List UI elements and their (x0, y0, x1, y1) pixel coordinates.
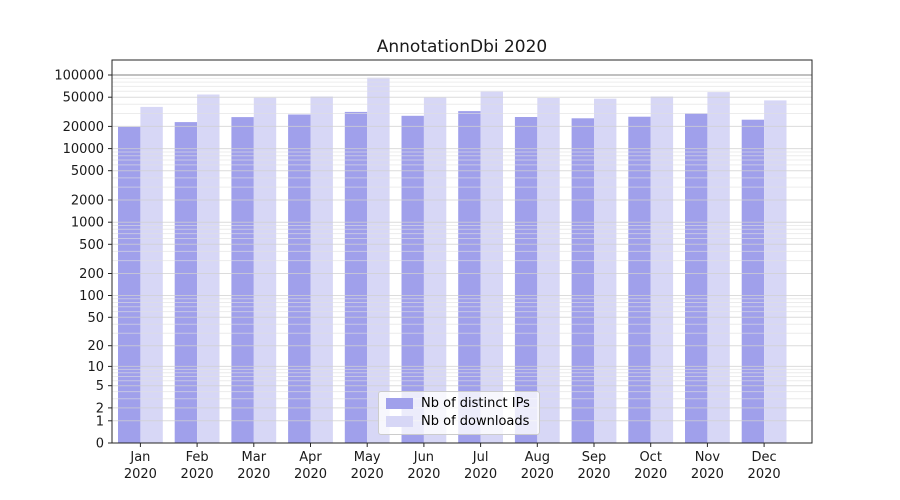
x-tick-label-jun: Jun 2020 (407, 450, 440, 482)
x-tick-label-dec: Dec 2020 (748, 450, 781, 482)
bar-distinct-ips-jan (118, 126, 141, 444)
bar-downloads-dec (764, 100, 787, 444)
y-tick-label-500: 500 (79, 238, 104, 253)
y-tick-label-50000: 50000 (63, 91, 104, 106)
y-tick-label-50: 50 (87, 311, 104, 326)
bar-distinct-ips-aug (514, 117, 538, 443)
bar-downloads-jul (480, 91, 503, 443)
y-tick-label-1: 1 (96, 414, 104, 429)
legend-item-distinct-ips: Nb of distinct IPs (386, 396, 531, 411)
y-tick-label-5000: 5000 (71, 164, 104, 179)
y-tick-label-2: 2 (96, 401, 104, 416)
bar-downloads-nov (707, 92, 730, 443)
y-tick-label-200: 200 (79, 267, 104, 282)
bar-distinct-ips-feb (174, 122, 198, 443)
y-tick-label-10: 10 (87, 360, 104, 375)
bar-distinct-ips-sep (571, 118, 594, 444)
y-tick-label-20: 20 (87, 339, 104, 354)
x-tick-label-feb: Feb 2020 (181, 450, 214, 482)
y-tick-label-10000: 10000 (63, 142, 104, 157)
x-tick-label-apr: Apr 2020 (294, 450, 327, 482)
legend-label-downloads: Nb of downloads (421, 413, 530, 429)
x-tick-label-oct: Oct 2020 (634, 450, 667, 482)
y-gridlines (112, 74, 812, 422)
x-tick-label-mar: Mar 2020 (237, 450, 270, 482)
bar-distinct-ips-apr (288, 114, 311, 443)
x-axis: Jan 2020 Feb 2020 Mar 2020 Apr 2020 May 2020 Jun 20… (124, 443, 781, 482)
x-tick-label-sep: Sep 2020 (577, 450, 610, 482)
bar-distinct-ips-nov (685, 113, 708, 443)
x-tick-label-jul: Jul 2020 (464, 450, 497, 482)
legend: Nb of distinct IPs Nb of downloads (378, 391, 540, 435)
bar-distinct-ips-dec (741, 119, 765, 443)
bar-downloads-oct (650, 96, 674, 443)
legend-swatch-distinct-ips (386, 398, 413, 410)
y-tick-label-2000: 2000 (71, 194, 104, 209)
bar-downloads-jun (423, 97, 447, 443)
y-tick-label-100000: 100000 (54, 69, 104, 84)
x-tick-label-may: May 2020 (351, 450, 384, 482)
bar-downloads-feb (197, 94, 220, 443)
bar-downloads-apr (310, 96, 333, 443)
bars (118, 77, 787, 444)
bar-downloads-aug (537, 98, 560, 443)
chart-title: AnnotationDbi 2020 (376, 37, 548, 57)
bar-downloads-jan (140, 106, 163, 444)
legend-label-distinct-ips: Nb of distinct IPs (421, 396, 530, 412)
legend-swatch-downloads (386, 415, 413, 427)
x-tick-label-nov: Nov 2020 (691, 450, 724, 482)
x-tick-label-jan: Jan 2020 (124, 450, 157, 482)
bar-distinct-ips-mar (231, 117, 254, 443)
x-tick-label-aug: Aug 2020 (521, 450, 554, 482)
bar-distinct-ips-oct (628, 116, 651, 443)
y-tick-label-5: 5 (96, 379, 104, 394)
y-tick-label-0: 0 (96, 437, 104, 452)
bar-distinct-ips-jun (401, 115, 424, 444)
axes-frame (111, 59, 813, 444)
legend-item-downloads: Nb of downloads (386, 414, 531, 429)
y-tick-label-100: 100 (79, 289, 104, 304)
bar-distinct-ips-may (344, 111, 368, 444)
y-tick-label-1000: 1000 (71, 216, 104, 231)
y-axis: 0 12 5 10 20 50 100 200 500 1000 2000 5000 10000 2000… (54, 69, 112, 452)
bar-downloads-mar (253, 97, 277, 443)
y-tick-label-20000: 20000 (63, 120, 104, 135)
bar-distinct-ips-jul (458, 111, 481, 443)
bar-downloads-sep (594, 98, 617, 443)
